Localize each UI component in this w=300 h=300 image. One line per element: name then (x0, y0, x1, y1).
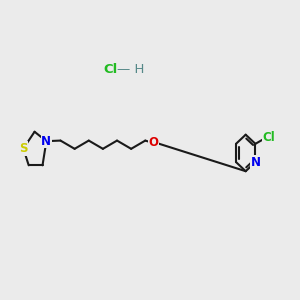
Text: N: N (41, 135, 51, 148)
Text: S: S (19, 142, 28, 155)
Text: Cl: Cl (263, 131, 276, 144)
Text: — H: — H (117, 62, 145, 76)
Text: Cl: Cl (103, 62, 117, 76)
Text: O: O (149, 136, 159, 149)
Text: N: N (250, 156, 260, 169)
